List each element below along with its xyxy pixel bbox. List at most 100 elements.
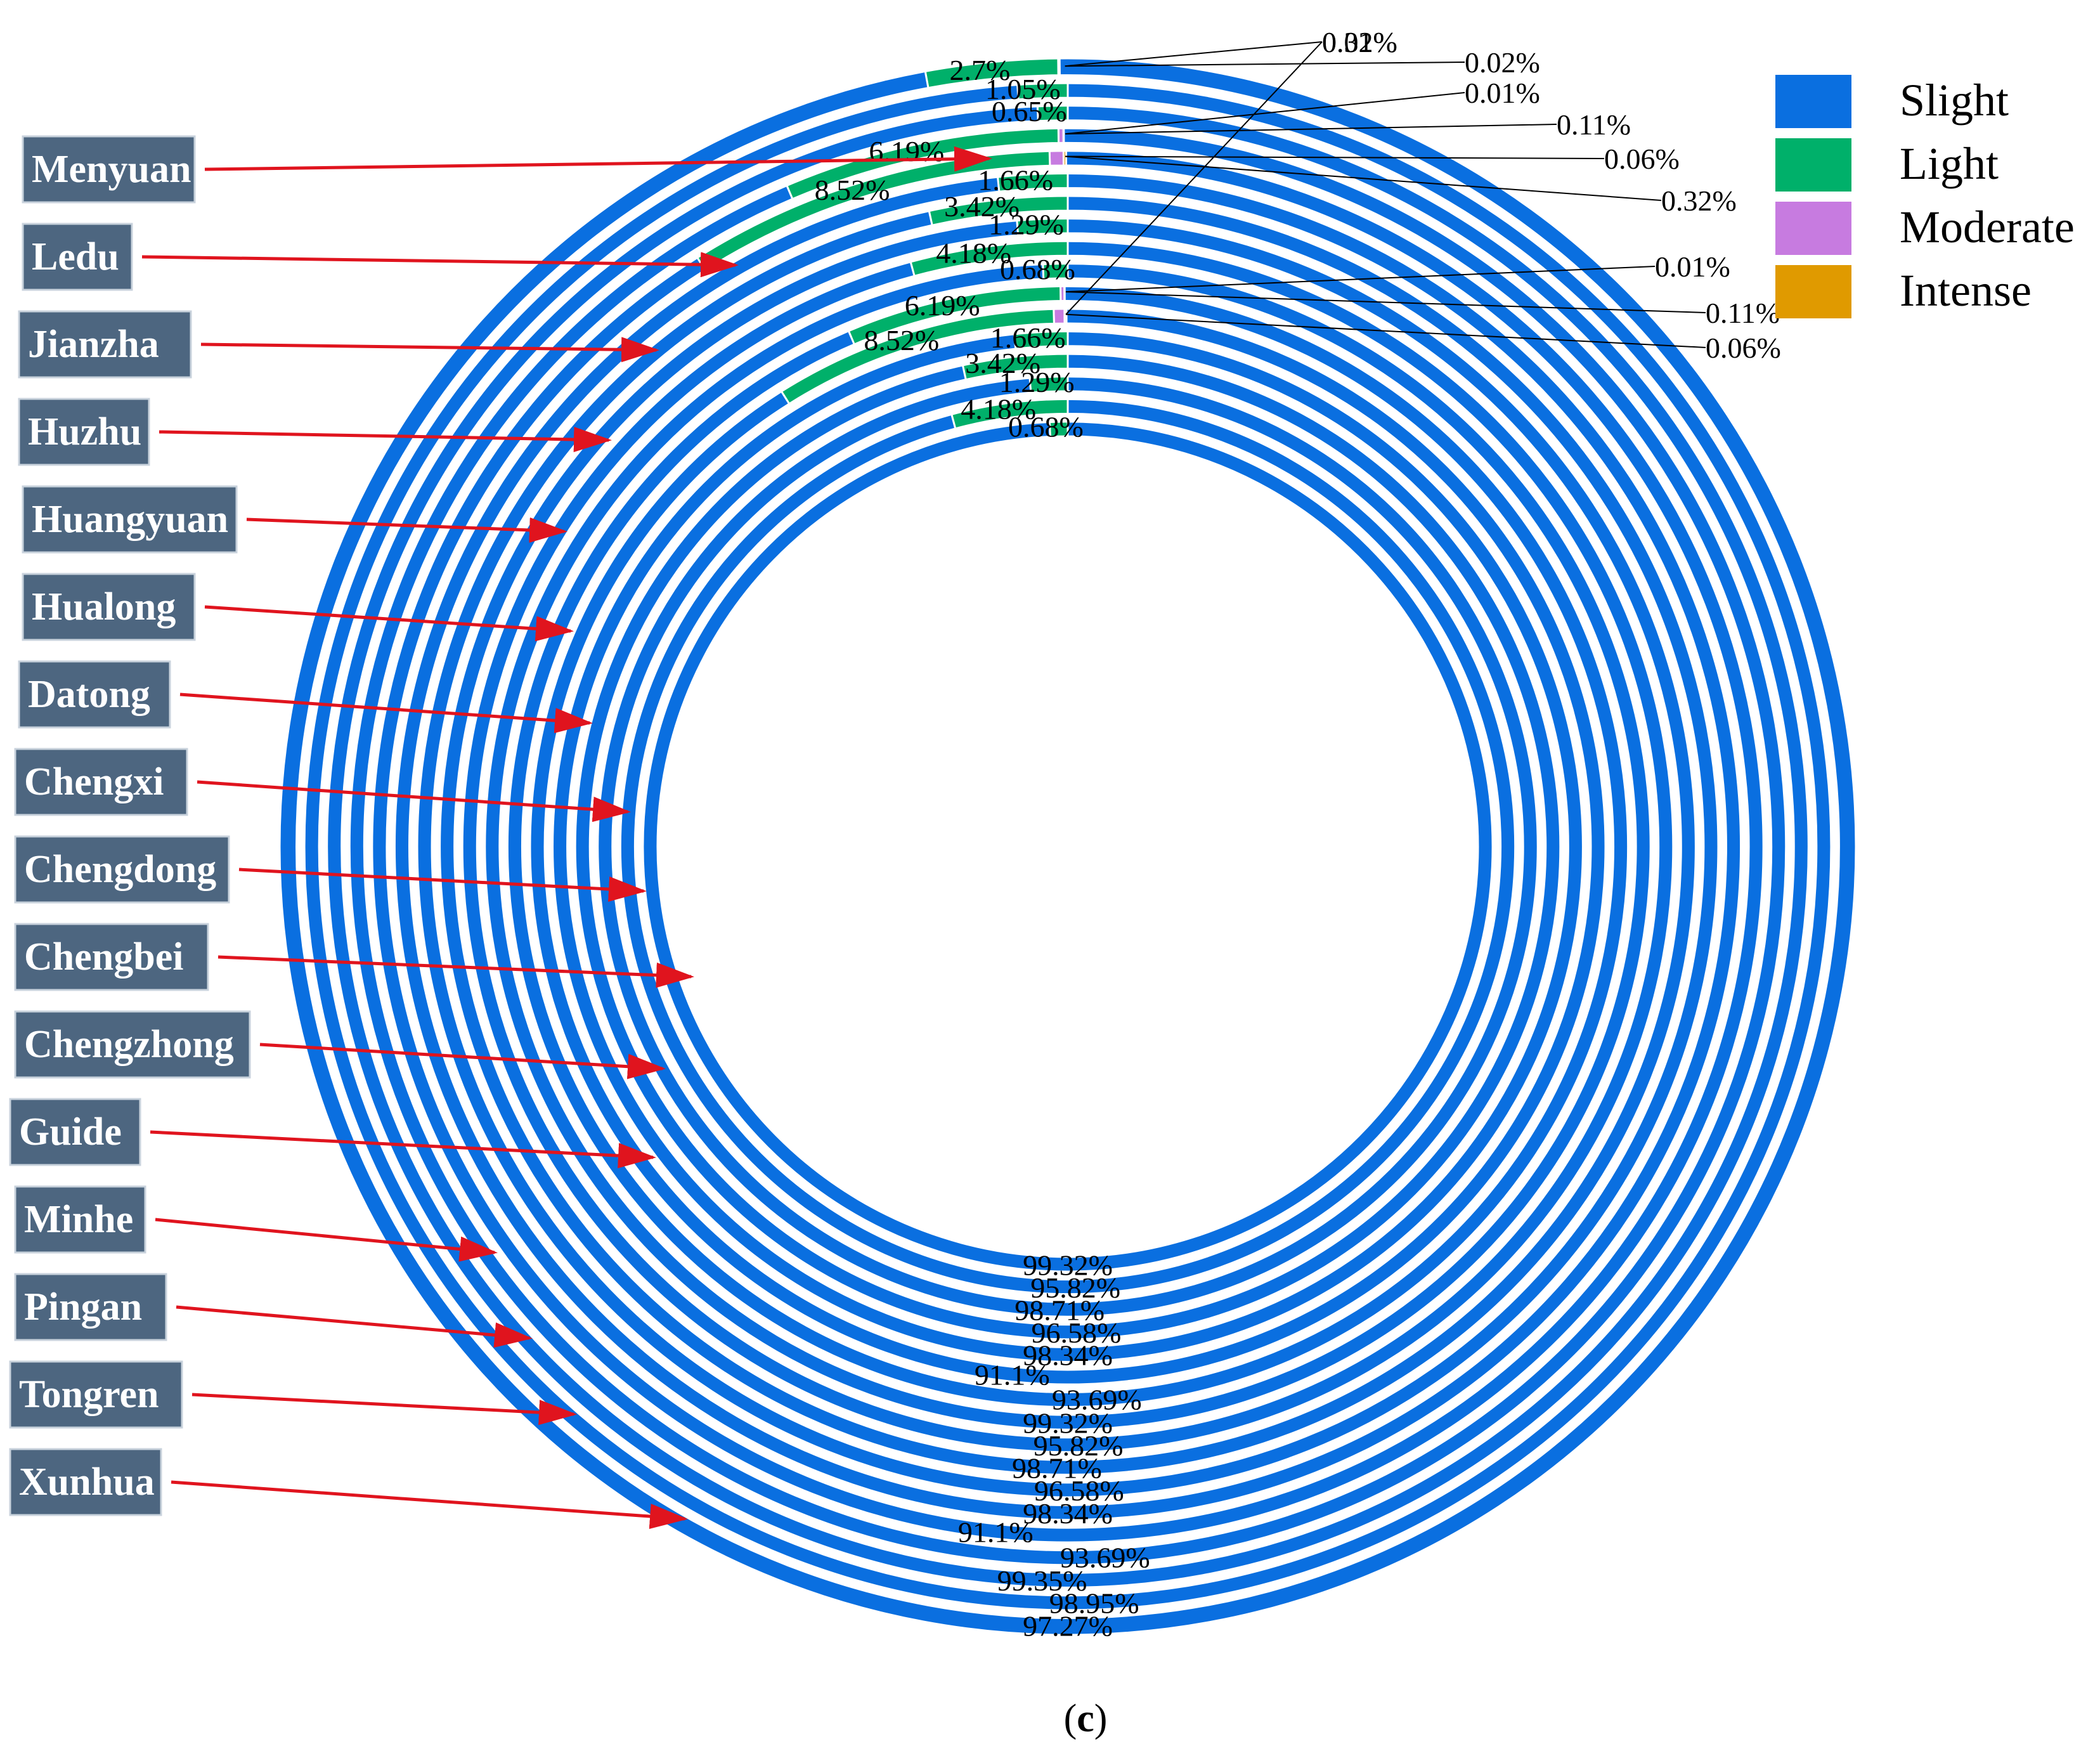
ring-0-light-label: 2.7%: [949, 54, 1010, 86]
callout-label-3-moderate: 0.11%: [1557, 108, 1631, 141]
county-box-menyuan: [22, 135, 196, 204]
callout-label-0-intense: 0.01%: [1322, 26, 1397, 58]
county-label-boxes: Menyuan Ledu Jianzha Huzhu Huangyuan Hualong D…: [9, 135, 992, 1530]
legend-swatch-slight: [1775, 75, 1851, 128]
legend: Slight Light Moderate Intense: [1775, 75, 2075, 318]
callout-label-11-moderate: 0.32%: [1322, 26, 1397, 58]
county-label-pingan: Pingan: [24, 1285, 142, 1329]
county-arrow-huangyuan: [246, 517, 567, 543]
ring-14-light-label: 1.29%: [999, 366, 1075, 398]
ring-12-light-label: 1.66%: [990, 322, 1066, 354]
ring-separator: [481, 260, 1654, 1433]
ring-3-slight-label: 93.69%: [1060, 1541, 1150, 1573]
county-label-huzhu: Huzhu: [28, 410, 141, 453]
county-arrow-chengbei: [217, 955, 694, 988]
ring-separator: [368, 147, 1767, 1546]
ring-separator: [276, 55, 1860, 1639]
ring-7-slight-label: 98.71%: [1012, 1452, 1102, 1484]
callout-leader-3-moderate: [1065, 124, 1557, 135]
county-arrow-minhe: [155, 1218, 498, 1262]
ring-separator: [616, 395, 1519, 1298]
ring-9-light-label: 0.68%: [1000, 253, 1075, 285]
donut-rings: [276, 55, 1860, 1639]
county-box-xunhua: [9, 1448, 162, 1516]
ring-0-slight-label: 97.27%: [1023, 1610, 1113, 1643]
callout-leader-0-intense: [1065, 41, 1323, 67]
county-box-pingan: [14, 1273, 167, 1341]
legend-label-intense: Intense: [1900, 265, 2032, 316]
county-arrow-guide: [150, 1130, 656, 1169]
ring-10-slight-label: 93.69%: [1052, 1384, 1142, 1416]
county-box-minhe: [14, 1185, 146, 1254]
ring-2-light-label: 0.65%: [992, 95, 1067, 127]
ring-16-light-label: 0.68%: [1008, 411, 1084, 443]
ring-separator: [662, 441, 1474, 1252]
ring-separator: [301, 79, 1835, 1614]
ring-5-slight-label: 98.34%: [1023, 1497, 1113, 1530]
county-label-tongren: Tongren: [19, 1373, 159, 1416]
callout-leader-11-intense: [1066, 313, 1706, 348]
callout-leader-10-intense: [1065, 266, 1656, 293]
county-arrow-chengxi: [197, 780, 631, 823]
ring-8-light-label: 4.18%: [936, 237, 1011, 270]
ring-2-slight-label: 99.35%: [997, 1565, 1087, 1597]
county-box-chengdong: [14, 835, 230, 904]
ring-separator: [391, 169, 1745, 1524]
county-label-guide: Guide: [19, 1110, 122, 1154]
ring-1-light-label: 1.05%: [985, 73, 1061, 105]
ring-13-slight-segment: [571, 349, 1565, 1344]
county-box-tongren: [9, 1360, 183, 1429]
county-label-huangyuan: Huangyuan: [32, 498, 228, 541]
legend-swatch-intense: [1775, 265, 1851, 318]
ring-6-light-label: 3.42%: [944, 190, 1020, 223]
ring-13-light-label: 3.42%: [965, 347, 1040, 379]
county-box-hualong: [22, 573, 196, 641]
ring-13-slight-label: 96.58%: [1031, 1317, 1121, 1349]
ring-16-slight-label: 99.32%: [1023, 1249, 1113, 1281]
ring-12-slight-label: 98.34%: [1023, 1339, 1113, 1372]
callout-label-11-intense: 0.06%: [1706, 332, 1781, 364]
county-box-guide: [9, 1098, 141, 1166]
county-box-chengxi: [14, 748, 188, 816]
ring-15-slight-label: 95.82%: [1030, 1272, 1120, 1304]
ring-11-light-label: 8.52%: [864, 324, 939, 356]
ring-14-slight-segment: [593, 372, 1543, 1322]
county-arrow-hualong: [204, 605, 574, 642]
callout-label-4-intense: 0.06%: [1604, 143, 1680, 175]
county-arrow-chengdong: [238, 868, 647, 902]
ring-11-slight-label: 91.1%: [975, 1359, 1050, 1391]
county-arrow-tongren: [191, 1393, 577, 1426]
callout-leader-0-moderate: [1065, 62, 1465, 67]
ring-separator: [594, 373, 1541, 1320]
county-label-hualong: Hualong: [32, 585, 176, 628]
ring-9-slight-label: 99.32%: [1023, 1407, 1113, 1439]
county-label-ledu: Ledu: [32, 235, 119, 278]
county-box-datong: [18, 660, 171, 729]
ring-15-light-label: 4.18%: [961, 393, 1036, 426]
county-label-chengdong: Chengdong: [24, 848, 216, 891]
county-box-jianzha: [18, 310, 192, 379]
callout-label-10-intense: 0.01%: [1655, 250, 1730, 283]
county-label-chengbei: Chengbei: [24, 935, 183, 979]
county-box-huangyuan: [22, 485, 238, 554]
county-arrow-ledu: [141, 252, 739, 278]
county-label-chengxi: Chengxi: [24, 760, 164, 803]
ring-separator: [639, 418, 1496, 1275]
county-label-chengzhong: Chengzhong: [24, 1023, 234, 1066]
callout-leader-3-intense: [1065, 92, 1465, 135]
county-arrow-menyuan: [204, 146, 992, 172]
county-label-datong: Datong: [28, 673, 150, 716]
ring-separator: [549, 328, 1586, 1365]
ring-14-slight-label: 98.71%: [1014, 1294, 1105, 1326]
legend-label-light: Light: [1900, 138, 1999, 189]
ring-11-slight-segment: [525, 304, 1611, 1389]
county-arrow-chengzhong: [259, 1043, 666, 1079]
ring-1-slight-label: 98.95%: [1049, 1587, 1139, 1619]
ring-3-light-label: 6.19%: [869, 135, 944, 167]
ring-separator: [503, 282, 1632, 1411]
ring-separator: [346, 124, 1790, 1569]
callout-label-3-intense: 0.01%: [1465, 77, 1540, 109]
county-box-ledu: [22, 223, 133, 291]
ring-separator: [571, 350, 1564, 1343]
